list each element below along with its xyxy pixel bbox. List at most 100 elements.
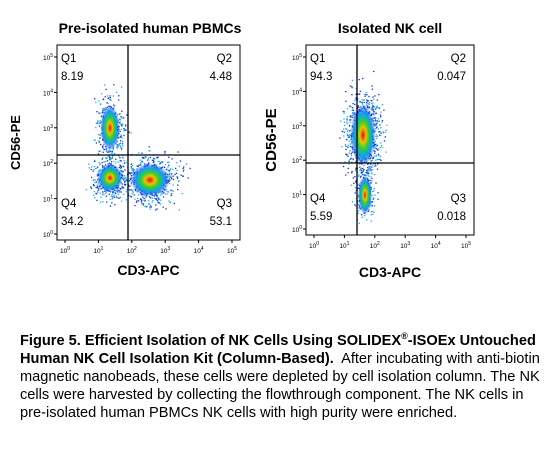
event-dot [157, 157, 159, 159]
event-dot [144, 205, 146, 208]
density-core [358, 175, 372, 215]
event-dot [350, 184, 352, 186]
event-dot [110, 158, 112, 160]
event-dot [376, 122, 378, 124]
event-dot [134, 198, 136, 200]
event-dot [157, 156, 159, 158]
event-dot [169, 169, 171, 171]
event-dot [155, 209, 157, 211]
event-dot [176, 176, 178, 178]
event-dot [103, 148, 105, 151]
event-dot [371, 194, 373, 197]
event-dot [99, 163, 101, 166]
tick-exponent: 0 [316, 241, 319, 247]
event-dot [92, 183, 95, 186]
quadrant-percent: 94.3 [310, 71, 332, 83]
tick-base: 10 [292, 193, 300, 200]
event-dot [371, 201, 373, 203]
event-dot [371, 106, 373, 109]
event-dot [360, 167, 363, 170]
event-dot [92, 184, 94, 187]
event-dot [98, 120, 100, 122]
y-tick-label: 103 [43, 124, 53, 133]
event-dot [109, 150, 112, 152]
event-dot [130, 166, 133, 168]
event-dot [358, 174, 360, 176]
event-dot [163, 166, 166, 168]
event-dot [345, 174, 347, 176]
event-dot [158, 160, 161, 163]
event-dot [119, 160, 121, 162]
event-dot [351, 151, 354, 153]
event-dot [100, 143, 102, 146]
event-dot [345, 145, 347, 147]
event-dot [375, 165, 377, 167]
event-dot [95, 142, 98, 144]
event-dot [96, 184, 98, 187]
event-dot [363, 174, 365, 176]
event-dot [93, 165, 96, 168]
event-dot [379, 146, 381, 149]
y-tick-label: 104 [43, 88, 53, 97]
event-dot [106, 201, 108, 203]
event-dot [361, 77, 364, 80]
event-dot [109, 156, 111, 158]
event-dot [111, 166, 113, 168]
event-dot [121, 110, 123, 112]
event-dot [386, 124, 388, 126]
event-dot [345, 148, 347, 151]
event-dot [114, 192, 117, 195]
event-dot [178, 179, 180, 182]
caption-bold: Figure 5. Efficient Isolation of NK Cell… [20, 331, 536, 367]
event-dot [142, 199, 144, 201]
event-dot [110, 152, 113, 154]
event-dot [120, 136, 122, 138]
tick-exponent: 3 [50, 124, 53, 130]
event-dot [113, 160, 115, 163]
event-dot [355, 170, 357, 172]
x-tick-label: 105 [227, 246, 237, 255]
event-dot [112, 192, 114, 194]
event-dot [115, 91, 118, 94]
event-dot [357, 175, 360, 177]
event-dot [349, 119, 351, 121]
event-dot [377, 198, 379, 200]
event-dot [365, 91, 367, 94]
event-dot [360, 169, 363, 172]
event-dot [102, 108, 104, 110]
event-dot [118, 197, 120, 200]
event-dot [169, 201, 172, 204]
event-dot [379, 114, 382, 116]
event-dot [106, 102, 108, 104]
event-dot [118, 136, 121, 138]
event-dot [375, 159, 377, 161]
event-dot [125, 161, 127, 164]
event-dot [121, 183, 123, 185]
event-dot [128, 131, 130, 133]
event-dot [121, 143, 124, 145]
event-dot [351, 172, 353, 174]
event-dot [138, 152, 140, 154]
event-dot [160, 194, 162, 196]
event-dot [362, 174, 364, 176]
tick-exponent: 0 [50, 230, 53, 236]
event-dot [346, 119, 348, 121]
event-dot [96, 191, 99, 194]
event-dot [88, 163, 90, 165]
event-dot [94, 197, 96, 199]
event-dot [371, 205, 373, 207]
event-dot [375, 117, 377, 119]
event-dot [109, 159, 111, 161]
event-dot [381, 103, 384, 106]
event-dot [354, 205, 357, 207]
event-dot [380, 132, 382, 134]
y-tick-label: 101 [292, 191, 302, 200]
event-dot [351, 109, 353, 111]
tick-base: 10 [60, 248, 68, 255]
event-dot [349, 158, 351, 161]
event-dot [100, 115, 103, 117]
event-dot [365, 169, 368, 172]
event-dot [120, 128, 123, 131]
event-dot [133, 194, 135, 196]
event-dot [98, 150, 100, 152]
